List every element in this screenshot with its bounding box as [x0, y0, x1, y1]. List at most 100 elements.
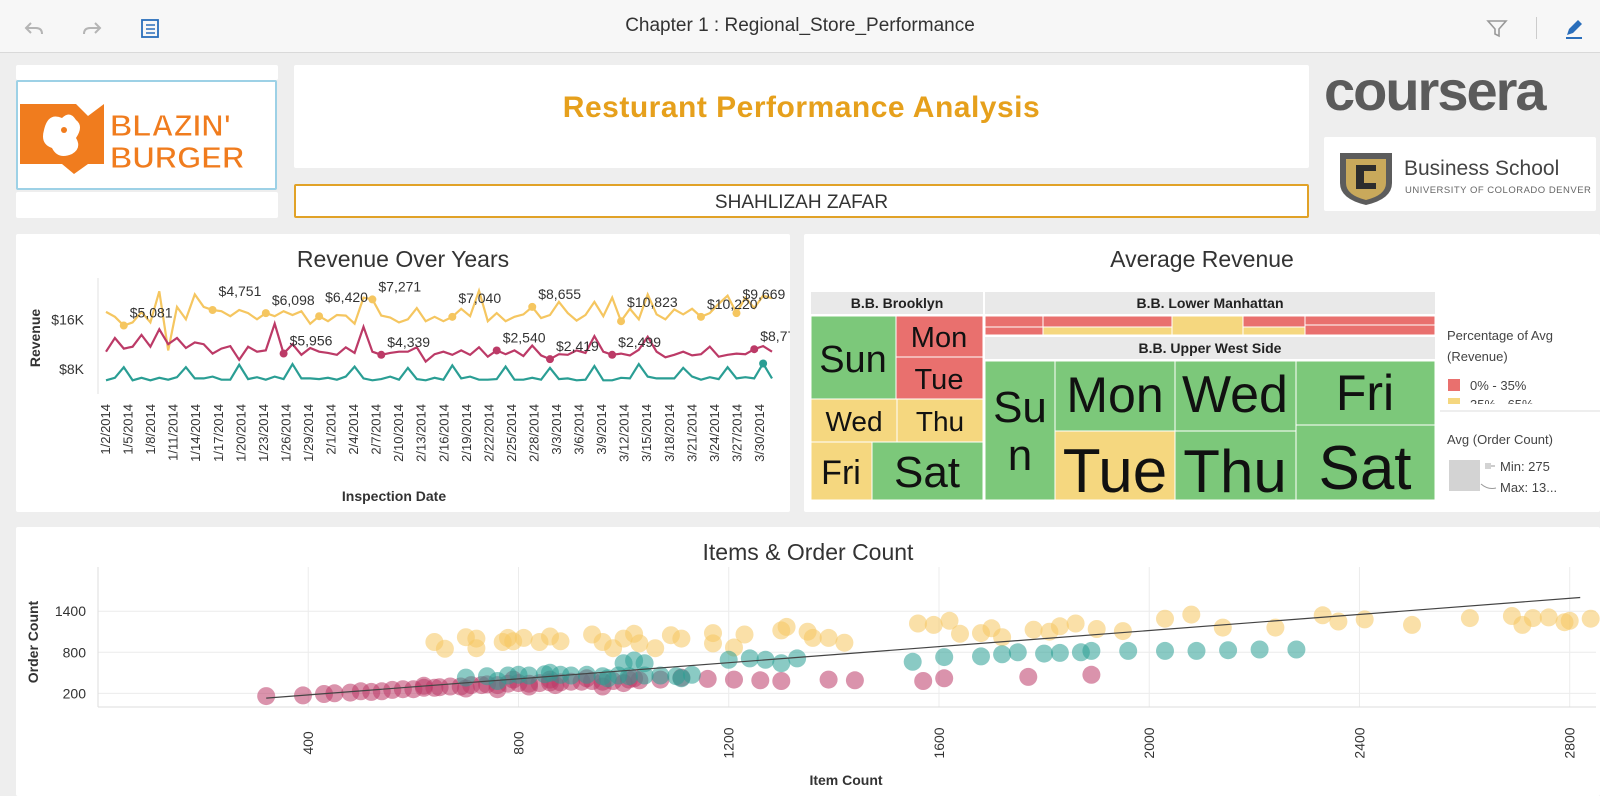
data-point	[608, 350, 617, 359]
scatter-point	[635, 666, 654, 685]
cell-uws-sat[interactable]	[1295, 424, 1436, 501]
cell-brooklyn-wed[interactable]	[810, 398, 898, 443]
scatter-point	[562, 666, 581, 685]
filter-icon[interactable]	[1485, 16, 1509, 40]
data-label: $6,420	[325, 289, 368, 305]
x-tick-label: 1/11/2014	[166, 404, 181, 461]
data-label: $6,098	[272, 292, 315, 308]
scatter-point	[1035, 644, 1054, 663]
logo-text-1: BLAZIN'	[110, 108, 231, 143]
data-point	[315, 312, 324, 321]
x-tick-label: 3/27/2014	[729, 404, 744, 462]
cell-uws-tue[interactable]	[1054, 430, 1176, 501]
group-label-upper-west-side[interactable]: B.B. Upper West Side	[1139, 340, 1282, 356]
items-order-scatter-chart: 400 800 1200 1600 2000 2400 2800 200 800 1400 Orde…	[25, 567, 1600, 788]
x-tick-label: 3/9/2014	[594, 404, 609, 455]
cell-brooklyn-thu[interactable]	[896, 398, 984, 443]
cell-brooklyn-mon[interactable]	[895, 315, 984, 358]
cell-label-sat: Sat	[894, 448, 960, 497]
scatter-point	[646, 639, 665, 658]
group-label-brooklyn[interactable]: B.B. Brooklyn	[851, 295, 944, 311]
scatter-point	[514, 628, 533, 647]
data-point	[696, 312, 705, 321]
cell-label-uws-thu: Thu	[1183, 438, 1286, 505]
scatter-point	[257, 687, 276, 706]
data-label: $7,040	[458, 290, 501, 306]
scatter-point	[1082, 665, 1101, 684]
treemap-title: Average Revenue	[1110, 246, 1294, 272]
edit-icon[interactable]	[1562, 16, 1586, 40]
scatter-point	[672, 669, 691, 688]
cell-label-uws-tue: Tue	[1063, 437, 1168, 506]
x-tick-label: 2/4/2014	[346, 404, 361, 455]
x-tick-label: 1/8/2014	[143, 404, 158, 455]
size-legend-title: Avg (Order Count)	[1447, 432, 1553, 447]
list-icon[interactable]	[138, 16, 162, 40]
treemap-panel: Average Revenue B.B. Brooklyn Sun Mon Tu…	[804, 234, 1600, 512]
scatter-point	[635, 654, 654, 673]
x-tick-label: 1200	[721, 727, 737, 758]
cell-lm-6[interactable]	[1242, 315, 1306, 328]
scatter-point	[1082, 641, 1101, 660]
scatter-point	[1539, 608, 1558, 627]
y-tick-label: $16K	[51, 311, 84, 327]
cell-brooklyn-sat[interactable]	[871, 441, 984, 501]
logo-bottom-strip	[16, 192, 278, 218]
scatter-point	[725, 670, 743, 689]
scatter-point	[520, 666, 538, 685]
legend-title-line2: (Revenue)	[1447, 349, 1508, 364]
author-name: SHAHLIZAH ZAFAR	[714, 192, 889, 213]
revenue-panel: Revenue Over Years $8K $16K Revenue Inspect…	[16, 234, 790, 512]
data-label: $8,776	[760, 328, 790, 344]
scatter-point	[1119, 641, 1138, 660]
scatter-point	[903, 652, 922, 671]
cell-label-uws-mon: Mon	[1066, 367, 1163, 423]
legend-swatch-mid	[1448, 398, 1460, 404]
x-tick-label: 2/7/2014	[369, 404, 384, 455]
scatter-chart-title: Items & Order Count	[702, 539, 914, 565]
scatter-point	[924, 615, 943, 634]
data-point	[732, 309, 741, 318]
group-label-lower-manhattan[interactable]: B.B. Lower Manhattan	[1136, 295, 1283, 311]
x-tick-label: 3/30/2014	[752, 404, 767, 462]
author-box: SHAHLIZAH ZAFAR	[294, 184, 1309, 218]
cell-uws-wed[interactable]	[1174, 360, 1297, 432]
scatter-point	[1156, 641, 1174, 660]
cell-uws-mon[interactable]	[1054, 360, 1176, 432]
cell-label-tue: Tue	[915, 364, 964, 396]
cell-uws-fri[interactable]	[1295, 360, 1436, 426]
cell-label-wed: Wed	[825, 406, 882, 437]
data-label: $7,271	[378, 278, 421, 294]
x-tick-label: 2/1/2014	[324, 404, 339, 455]
scatter-point	[1460, 609, 1479, 628]
scatter-point	[1182, 605, 1201, 624]
cell-label-thu: Thu	[916, 406, 964, 437]
cell-lm-7[interactable]	[1242, 326, 1306, 336]
redo-icon[interactable]	[80, 16, 104, 40]
cell-uws-thu[interactable]	[1174, 430, 1297, 501]
cell-brooklyn-sun[interactable]	[810, 315, 897, 400]
undo-icon[interactable]	[22, 16, 46, 40]
legend-title-line1: Percentage of Avg	[1447, 328, 1553, 343]
cell-lm-2[interactable]	[984, 326, 1044, 336]
cell-lm-5[interactable]	[1171, 315, 1244, 336]
data-point	[377, 350, 386, 359]
x-tick-label: 2800	[1562, 727, 1578, 758]
cell-label-fri: Fri	[821, 454, 861, 492]
data-label: $2,419	[556, 338, 599, 354]
scatter-point	[1581, 609, 1600, 628]
cell-brooklyn-tue[interactable]	[895, 356, 984, 400]
scatter-point	[951, 624, 969, 643]
logo-text-2: BURGER	[110, 140, 244, 175]
cell-lm-9[interactable]	[1304, 324, 1436, 336]
cell-lm-8[interactable]	[1304, 315, 1436, 326]
data-label: $5,956	[290, 333, 333, 349]
cell-lm-1[interactable]	[984, 315, 1044, 328]
scatter-point	[551, 632, 570, 651]
cell-lm-4[interactable]	[1042, 326, 1173, 336]
data-point	[546, 355, 554, 364]
data-point	[368, 295, 377, 304]
page-title: Chapter 1 : Regional_Store_Performance	[625, 15, 975, 36]
cell-uws-sun[interactable]	[984, 360, 1056, 501]
cell-lm-3[interactable]	[1042, 315, 1173, 328]
